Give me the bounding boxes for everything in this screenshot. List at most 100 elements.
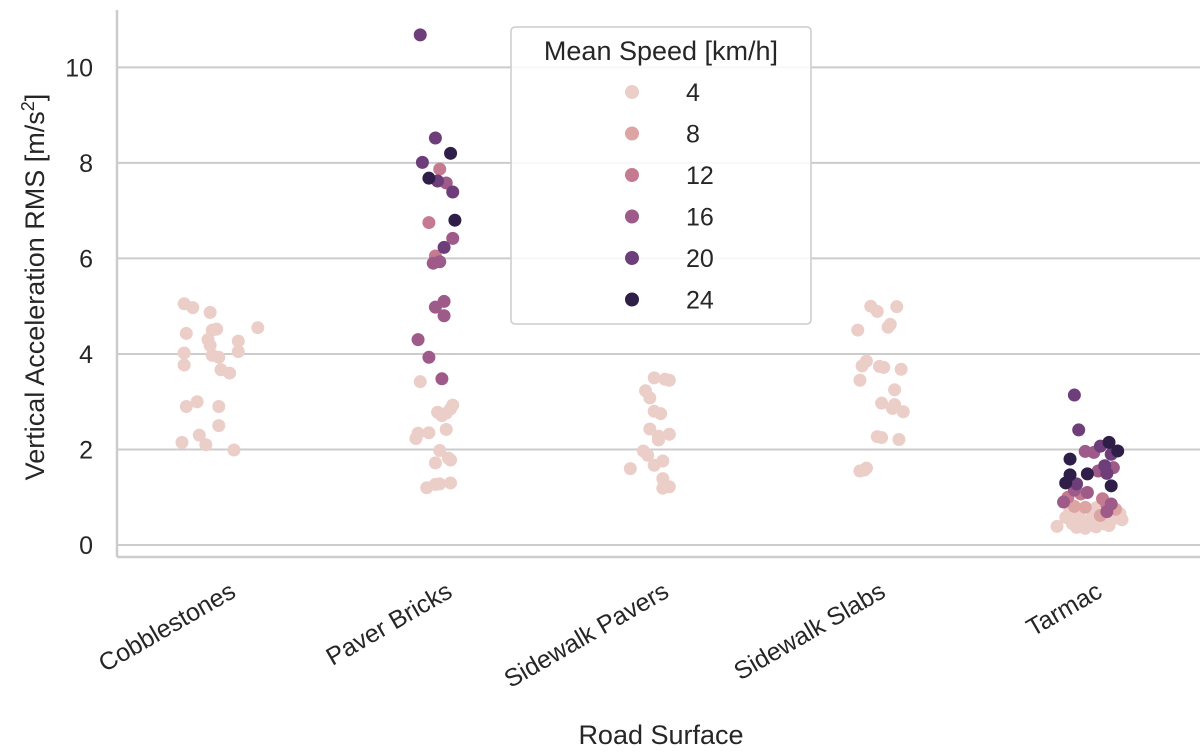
data-point xyxy=(1102,435,1116,449)
data-point xyxy=(179,326,193,340)
data-point xyxy=(643,422,657,436)
data-point xyxy=(662,373,676,387)
data-point xyxy=(420,481,434,495)
data-point xyxy=(894,362,908,376)
data-point xyxy=(210,322,224,336)
data-point xyxy=(885,401,899,415)
y-tick-label: 4 xyxy=(79,341,93,369)
data-point xyxy=(857,463,871,477)
data-point xyxy=(192,428,206,442)
y-axis-title-superscript: 2 xyxy=(18,101,38,111)
legend-label: 12 xyxy=(686,162,714,190)
data-point xyxy=(437,309,451,323)
data-point xyxy=(1067,499,1081,513)
data-point xyxy=(175,435,189,449)
data-point xyxy=(179,400,193,414)
data-point xyxy=(413,28,427,42)
data-point xyxy=(892,432,906,446)
data-point xyxy=(1070,477,1084,491)
data-point xyxy=(896,405,910,419)
data-point xyxy=(647,458,661,472)
x-tick-label: Paver Bricks xyxy=(321,577,457,671)
data-point xyxy=(647,371,661,385)
legend-entries: 4 8 12 16 20 24 xyxy=(625,79,714,315)
legend-marker xyxy=(625,126,639,141)
data-point xyxy=(877,360,891,374)
y-tick-label: 0 xyxy=(79,532,93,560)
data-point xyxy=(1072,423,1086,437)
data-point xyxy=(643,391,657,405)
data-point xyxy=(1102,518,1116,532)
data-point xyxy=(890,300,904,314)
data-point xyxy=(1050,519,1064,533)
data-point xyxy=(190,395,204,409)
data-point xyxy=(446,231,460,245)
y-tick-label: 2 xyxy=(79,437,93,465)
data-point xyxy=(1100,466,1114,480)
data-point xyxy=(444,476,458,490)
legend-label: 16 xyxy=(686,204,714,232)
data-point xyxy=(426,256,440,270)
data-point xyxy=(422,171,436,185)
data-point xyxy=(415,155,429,169)
data-point xyxy=(881,320,895,334)
data-point xyxy=(652,433,665,447)
y-tick-labels: 0 2 4 6 8 10 xyxy=(65,54,93,560)
data-point xyxy=(1078,521,1092,535)
data-point xyxy=(428,131,442,145)
data-point xyxy=(433,162,447,176)
x-tick-label: Sidewalk Pavers xyxy=(499,577,673,694)
x-tick-label: Sidewalk Slabs xyxy=(729,577,890,686)
legend: Mean Speed [km/h] 4 8 12 16 20 24 xyxy=(510,26,812,325)
data-point xyxy=(1089,520,1103,534)
data-point xyxy=(1115,513,1129,527)
data-point xyxy=(444,146,458,160)
data-point xyxy=(231,345,245,359)
data-point xyxy=(654,407,668,421)
data-point xyxy=(875,396,889,410)
data-point xyxy=(656,481,670,495)
data-point xyxy=(227,443,241,457)
data-point xyxy=(870,304,884,318)
data-point xyxy=(444,453,458,467)
data-point xyxy=(422,216,436,230)
legend-label: 8 xyxy=(686,121,700,149)
y-tick-label: 10 xyxy=(65,54,93,82)
data-point xyxy=(422,350,436,364)
legend-marker xyxy=(625,251,639,265)
data-point xyxy=(1100,505,1114,519)
data-point xyxy=(448,213,462,227)
data-point xyxy=(641,448,655,462)
data-point xyxy=(855,359,869,373)
y-tick-label: 6 xyxy=(79,245,93,273)
data-point xyxy=(435,372,449,386)
axes-frame xyxy=(115,10,1200,559)
y-axis-title-main: Vertical Acceleration RMS [m/s xyxy=(20,111,50,480)
data-point xyxy=(1078,500,1092,514)
data-point xyxy=(1057,495,1071,509)
data-point xyxy=(177,346,191,360)
data-point xyxy=(435,409,449,423)
data-point xyxy=(203,338,217,352)
x-tick-label: Cobblestones xyxy=(94,577,240,678)
data-point xyxy=(199,438,213,452)
data-point xyxy=(212,419,226,433)
data-point xyxy=(1080,486,1094,500)
data-point xyxy=(231,334,245,348)
data-point xyxy=(422,426,436,440)
data-point xyxy=(212,350,226,364)
legend-title: Mean Speed [km/h] xyxy=(544,36,778,66)
x-tick-label: Tarmac xyxy=(1022,577,1107,642)
data-point xyxy=(223,366,237,380)
data-point xyxy=(1111,444,1125,458)
data-point xyxy=(853,373,867,387)
data-points xyxy=(175,28,1129,535)
legend-box xyxy=(510,26,812,325)
data-point xyxy=(439,422,453,436)
x-tick-labels: Cobblestones Paver Bricks Sidewalk Pavers S… xyxy=(94,577,1107,694)
x-axis-title: Road Surface xyxy=(578,720,743,750)
data-point xyxy=(433,477,447,491)
legend-label: 20 xyxy=(686,245,714,273)
legend-marker xyxy=(625,85,639,99)
